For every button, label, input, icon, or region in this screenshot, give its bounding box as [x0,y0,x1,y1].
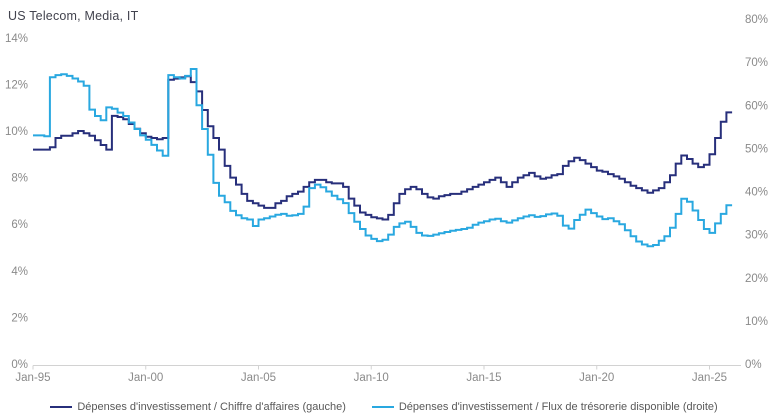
left-axis-label: 12% [5,79,28,91]
x-axis-label: Jan-15 [466,372,501,384]
x-axis-label: Jan-25 [692,372,727,384]
right-axis-label: 50% [745,143,768,155]
legend-label-capex-revenue: Dépenses d'investissement / Chiffre d'af… [77,401,346,413]
legend: Dépenses d'investissement / Chiffre d'af… [0,401,768,413]
legend-line-navy-icon [50,406,73,408]
x-axis-label: Jan-95 [15,372,50,384]
legend-item-capex-fcf: Dépenses d'investissement / Flux de trés… [371,401,718,413]
x-axis-label: Jan-00 [128,372,163,384]
right-axis-label: 20% [745,273,768,285]
series-capex-revenue [33,75,733,221]
legend-line-blue-icon [371,406,394,408]
x-axis-label: Jan-05 [241,372,276,384]
right-axis-label: 0% [745,359,762,371]
right-axis-label: 60% [745,100,768,112]
left-axis-label: 6% [11,219,28,231]
left-axis-label: 10% [5,126,28,138]
left-axis-label: 2% [11,312,28,324]
left-axis-label: 8% [11,173,28,185]
x-axis-label: Jan-10 [354,372,389,384]
legend-item-capex-revenue: Dépenses d'investissement / Chiffre d'af… [50,401,346,413]
right-axis-label: 30% [745,230,768,242]
left-axis-label: 4% [11,266,28,278]
left-axis-label: 0% [11,359,28,371]
x-axis-label: Jan-20 [579,372,614,384]
legend-label-capex-fcf: Dépenses d'investissement / Flux de trés… [398,401,718,413]
chart-title: US Telecom, Media, IT [8,9,139,23]
right-axis-label: 70% [745,57,768,69]
left-axis-label: 14% [5,33,28,45]
series-capex-fcf [33,68,733,248]
right-axis-label: 80% [745,14,768,26]
right-axis-label: 40% [745,187,768,199]
right-axis-label: 10% [745,316,768,328]
